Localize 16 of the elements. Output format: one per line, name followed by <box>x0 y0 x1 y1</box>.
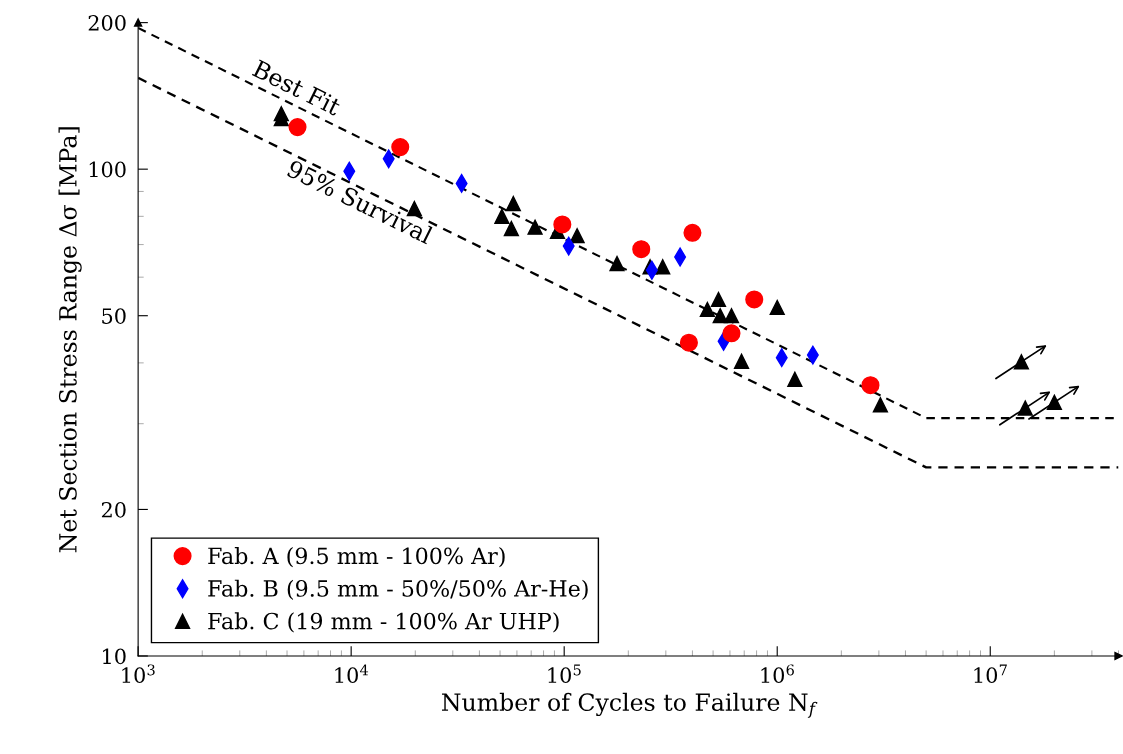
legend-label: Fab. A (9.5 mm - 100% Ar) <box>208 547 505 568</box>
x-tick-label: 10$^{7}$ <box>974 664 1007 684</box>
text: Best Fit <box>251 59 343 117</box>
x-tick-label: 10$^{5}$ <box>548 664 581 684</box>
legend-label: Fab. C (19 mm - 100% Ar UHP) <box>208 612 559 633</box>
x-tick-label: 10$^{3}$ <box>122 664 155 684</box>
x-axis-title: Number of Cycles to Failure N$_{f}$ <box>442 692 818 718</box>
y-tick-label: 100 <box>89 161 126 178</box>
y-tick-label: 10 <box>103 648 126 665</box>
x-tick-label: 10$^{4}$ <box>335 664 369 684</box>
y-tick-label: 200 <box>88 15 126 31</box>
x-tick-label: 10$^{6}$ <box>761 664 794 684</box>
y-tick-label: 20 <box>101 501 126 518</box>
y-axis-title: Net Section Stress Range Δσ [MPa] <box>58 127 82 553</box>
y-tick-label: 50 <box>102 308 126 324</box>
legend-label: Fab. B (9.5 mm - 50%/50% Ar-He) <box>208 579 588 600</box>
